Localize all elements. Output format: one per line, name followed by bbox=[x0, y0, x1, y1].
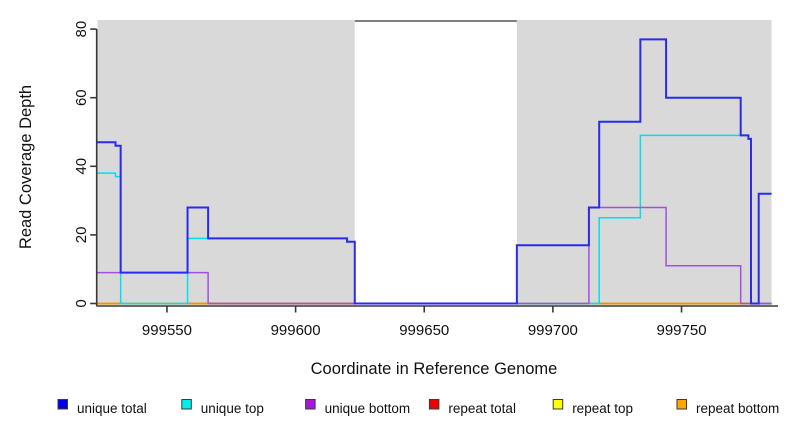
legend-label-repeat-top: repeat top bbox=[572, 401, 633, 416]
legend-swatch-unique-top bbox=[181, 399, 192, 410]
mappable-region-background bbox=[97, 20, 355, 306]
y-tick-label: 80 bbox=[73, 21, 90, 38]
x-tick-label: 999750 bbox=[656, 322, 706, 339]
legend-label-unique-top: unique top bbox=[201, 401, 264, 416]
legend-label-repeat-total: repeat total bbox=[448, 401, 516, 416]
legend-swatch-unique-total bbox=[57, 399, 68, 410]
x-tick-label: 999700 bbox=[528, 322, 578, 339]
legend-swatch-repeat-top bbox=[552, 399, 564, 410]
legend-swatch-unique-bottom bbox=[305, 399, 316, 410]
y-tick-label: 60 bbox=[73, 89, 90, 106]
x-tick-label: 999550 bbox=[142, 322, 192, 339]
series-line-unique-total bbox=[97, 38, 772, 305]
mappable-region-background bbox=[516, 20, 772, 306]
x-tick-label: 999650 bbox=[399, 322, 449, 339]
legend-label-unique-total: unique total bbox=[77, 401, 147, 416]
y-tick-label: 0 bbox=[73, 299, 90, 307]
legend-swatch-repeat-total bbox=[428, 399, 440, 410]
series-line-unique-bottom bbox=[97, 206, 772, 305]
x-tick-label: 999600 bbox=[271, 322, 321, 339]
y-axis-title: Read Coverage Depth bbox=[17, 85, 35, 249]
legend-label-unique-bottom: unique bottom bbox=[325, 401, 411, 416]
x-axis-title: Coordinate in Reference Genome bbox=[311, 360, 558, 378]
y-tick-label: 20 bbox=[73, 227, 90, 244]
legend-swatch-repeat-bottom bbox=[676, 399, 687, 410]
legend-label-repeat-bottom: repeat bottom bbox=[696, 401, 779, 416]
y-tick-label: 40 bbox=[73, 158, 90, 175]
